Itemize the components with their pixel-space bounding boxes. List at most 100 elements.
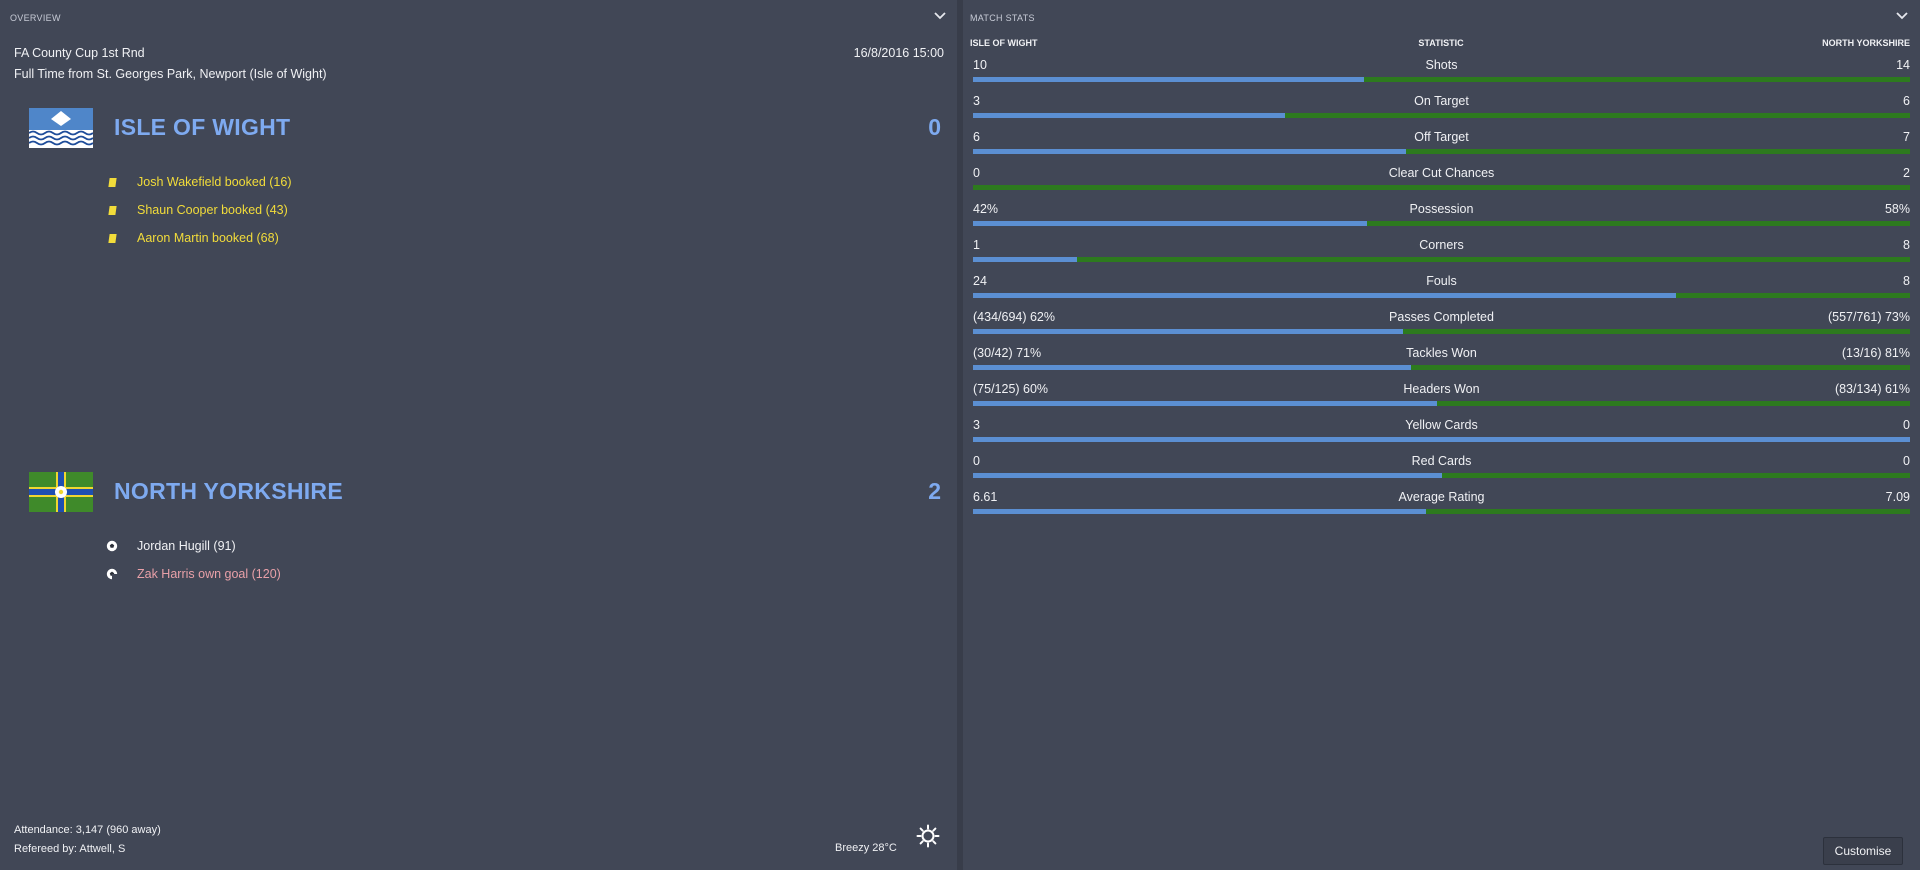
stat-away-value: (557/761) 73%: [1827, 310, 1910, 324]
stat-home-value: 6: [973, 130, 980, 144]
stat-row: 0 Red Cards 0: [973, 454, 1910, 490]
stat-label: Yellow Cards: [1405, 418, 1478, 432]
stat-home-value: 6.61: [973, 490, 998, 504]
stat-home-value: 0: [973, 454, 980, 468]
stat-row: 42% Possession 58%: [973, 202, 1910, 238]
stats-home-header: ISLE OF WIGHT: [970, 38, 1038, 48]
away-event-item[interactable]: Jordan Hugill (91): [105, 537, 236, 555]
stat-away-value: 0: [1903, 418, 1910, 432]
stat-away-value: 7: [1903, 130, 1910, 144]
overview-panel: OVERVIEW FA County Cup 1st Rnd Full Time…: [0, 0, 957, 870]
stats-away-header: NORTH YORKSHIRE: [1822, 38, 1910, 48]
stat-home-value: 24: [973, 274, 987, 288]
stat-label: Red Cards: [1411, 454, 1472, 468]
yellow-card-icon: [105, 231, 119, 245]
stat-comparison-bar: [973, 401, 1910, 406]
yellow-card-icon: [105, 203, 119, 217]
home-team-name[interactable]: ISLE OF WIGHT: [114, 114, 291, 140]
stat-home-value: 1: [973, 238, 980, 252]
isle-of-wight-flag-icon: [28, 108, 94, 148]
weather-text: Breezy 28°C: [835, 842, 897, 854]
stat-home-bar: [973, 401, 1437, 406]
football-goal-icon: [105, 539, 119, 553]
stat-home-bar: [973, 365, 1411, 370]
home-event-item[interactable]: Josh Wakefield booked (16): [105, 173, 291, 191]
away-event-item[interactable]: Zak Harris own goal (120): [105, 565, 281, 583]
home-event-item[interactable]: Aaron Martin booked (68): [105, 229, 279, 247]
stat-label: Fouls: [1426, 274, 1457, 288]
stat-home-bar: [973, 437, 1910, 442]
competition-name[interactable]: FA County Cup 1st Rnd: [14, 46, 145, 60]
match-venue: Full Time from St. Georges Park, Newport…: [14, 67, 327, 81]
away-team-score: 2: [928, 478, 941, 504]
stat-home-bar: [973, 473, 1442, 478]
stat-label: Average Rating: [1398, 490, 1485, 504]
stat-home-bar: [973, 149, 1406, 154]
stat-away-value: 6: [1903, 94, 1910, 108]
stat-label: Off Target: [1414, 130, 1469, 144]
stat-comparison-bar: [973, 257, 1910, 262]
stat-comparison-bar: [973, 365, 1910, 370]
stat-away-value: 8: [1903, 274, 1910, 288]
stat-comparison-bar: [973, 509, 1910, 514]
stat-label: Possession: [1409, 202, 1474, 216]
stat-home-bar: [973, 257, 1077, 262]
stat-row: 0 Clear Cut Chances 2: [973, 166, 1910, 202]
stat-comparison-bar: [973, 77, 1910, 82]
event-text: Aaron Martin booked (68): [137, 231, 279, 245]
stat-home-value: (30/42) 71%: [973, 346, 1042, 360]
stat-comparison-bar: [973, 221, 1910, 226]
stat-label: Shots: [1425, 58, 1458, 72]
event-text: Shaun Cooper booked (43): [137, 203, 288, 217]
event-text: Josh Wakefield booked (16): [137, 175, 292, 189]
stat-home-value: (75/125) 60%: [973, 382, 1049, 396]
stat-home-value: 42%: [973, 202, 999, 216]
stat-label: Tackles Won: [1406, 346, 1477, 360]
event-text: Jordan Hugill (91): [137, 539, 236, 553]
stat-row: 3 Yellow Cards 0: [973, 418, 1910, 454]
yellow-card-icon: [105, 175, 119, 189]
stat-row: (434/694) 62% Passes Completed (557/761) 7…: [973, 310, 1910, 346]
stat-comparison-bar: [973, 293, 1910, 298]
stat-away-value: 58%: [1884, 202, 1910, 216]
stat-home-value: 10: [973, 58, 987, 72]
match-stats-collapse-chevron-icon[interactable]: [1894, 8, 1910, 24]
stat-comparison-bar: [973, 437, 1910, 442]
panel-divider: [957, 0, 963, 870]
stat-away-value: 7.09: [1885, 490, 1910, 504]
stat-away-value: 8: [1903, 238, 1910, 252]
stat-away-value: 14: [1896, 58, 1910, 72]
stat-row: (30/42) 71% Tackles Won (13/16) 81%: [973, 346, 1910, 382]
stat-home-bar: [973, 113, 1286, 118]
stat-comparison-bar: [973, 113, 1910, 118]
stat-row: 3 On Target 6: [973, 94, 1910, 130]
overview-collapse-chevron-icon[interactable]: [932, 8, 948, 24]
north-yorkshire-flag-icon: [29, 472, 93, 512]
stat-row: (75/125) 60% Headers Won (83/134) 61%: [973, 382, 1910, 418]
stat-home-bar: [973, 329, 1404, 334]
stat-label: Corners: [1419, 238, 1464, 252]
stat-away-value: (13/16) 81%: [1841, 346, 1910, 360]
stat-home-bar: [973, 221, 1367, 226]
match-stats-panel-title: MATCH STATS: [970, 13, 1035, 23]
stat-comparison-bar: [973, 185, 1910, 190]
stats-statistic-header: STATISTIC: [1418, 38, 1464, 48]
attendance: Attendance: 3,147 (960 away): [14, 824, 161, 836]
stat-home-bar: [973, 293, 1676, 298]
stat-home-value: 3: [973, 94, 980, 108]
own-goal-icon: [105, 567, 119, 581]
stat-row: 10 Shots 14: [973, 58, 1910, 94]
stat-home-value: (434/694) 62%: [973, 310, 1056, 324]
overview-panel-title: OVERVIEW: [10, 13, 61, 23]
event-text: Zak Harris own goal (120): [137, 567, 281, 581]
referee[interactable]: Refereed by: Attwell, S: [14, 843, 126, 855]
match-stats-panel: MATCH STATS: [963, 0, 1920, 870]
home-event-item[interactable]: Shaun Cooper booked (43): [105, 201, 288, 219]
stat-away-value: (83/134) 61%: [1834, 382, 1910, 396]
stat-home-value: 0: [973, 166, 980, 180]
stat-label: Clear Cut Chances: [1388, 166, 1495, 180]
stat-row: 1 Corners 8: [973, 238, 1910, 274]
customise-button[interactable]: Customise: [1823, 837, 1903, 865]
stat-label: Headers Won: [1403, 382, 1480, 396]
away-team-name[interactable]: NORTH YORKSHIRE: [114, 478, 343, 504]
